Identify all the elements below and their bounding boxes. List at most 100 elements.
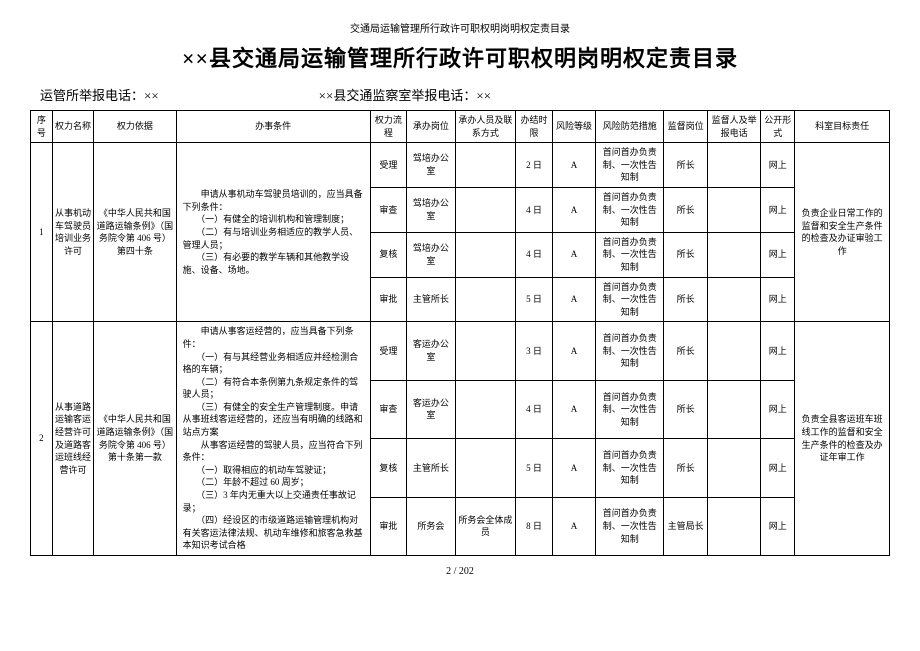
cell: 审批 (370, 277, 406, 322)
cell (707, 439, 760, 497)
page-number: 2 / 202 (30, 566, 890, 577)
cell (455, 277, 516, 322)
cell: 《中华人民共和国道路运输条例》（国务院令第 406 号）第四十条 (94, 143, 177, 322)
cell (707, 497, 760, 555)
cell: 网上 (761, 380, 795, 438)
cell (455, 380, 516, 438)
cell: 所长 (664, 187, 708, 232)
cell: 驾培办公室 (407, 187, 456, 232)
cell (455, 232, 516, 277)
h-open: 公开形式 (761, 111, 795, 143)
table-row: 1从事机动车驾驶员培训业务许可《中华人民共和国道路运输条例》（国务院令第 406… (31, 143, 890, 188)
cell: 复核 (370, 232, 406, 277)
cell: 网上 (761, 497, 795, 555)
cell: 首问首办负责制、一次性告知制 (596, 232, 664, 277)
permission-table: 序号 权力名称 权力依据 办事条件 权力流程 承办岗位 承办人员及联系方式 办结… (30, 110, 890, 556)
h-basis: 权力依据 (94, 111, 177, 143)
cell: 复核 (370, 439, 406, 497)
cell: 网上 (761, 439, 795, 497)
cell: A (552, 380, 596, 438)
cell: 所长 (664, 277, 708, 322)
page-header-small: 交通局运输管理所行政许可职权明岗明权定责目录 (30, 20, 890, 35)
cell: 2 (31, 322, 53, 556)
cell: 首问首办负责制、一次性告知制 (596, 187, 664, 232)
h-contact: 承办人员及联系方式 (455, 111, 516, 143)
cell: 首问首办负责制、一次性告知制 (596, 143, 664, 188)
h-meas: 风险防范措施 (596, 111, 664, 143)
cell: 负责全县客运班车班线工作的监督和安全生产条件的检查及办证年审工作 (795, 322, 890, 556)
h-cond: 办事条件 (176, 111, 370, 143)
cell: A (552, 232, 596, 277)
cell (707, 143, 760, 188)
cell: 首问首办负责制、一次性告知制 (596, 439, 664, 497)
cell: 审查 (370, 187, 406, 232)
cell: 主管所长 (407, 277, 456, 322)
h-risk: 风险等级 (552, 111, 596, 143)
cell: 受理 (370, 143, 406, 188)
cell (707, 277, 760, 322)
cell: 网上 (761, 143, 795, 188)
cell: A (552, 322, 596, 380)
phone2: ××县交通监察室举报电话：×× (319, 85, 491, 104)
cell: 首问首办负责制、一次性告知制 (596, 277, 664, 322)
cell: A (552, 187, 596, 232)
table-row: 2从事道路运输客运经营许可及道路客运班线经营许可《中华人民共和国道路运输条例》（… (31, 322, 890, 380)
cell: 所长 (664, 322, 708, 380)
cell: 审查 (370, 380, 406, 438)
main-title: ××县交通局运输管理所行政许可职权明岗明权定责目录 (30, 41, 890, 73)
cell: 1 (31, 143, 53, 322)
table-header-row: 序号 权力名称 权力依据 办事条件 权力流程 承办岗位 承办人员及联系方式 办结… (31, 111, 890, 143)
cell: 4 日 (516, 380, 552, 438)
phones-row: 运管所举报电话：×× ××县交通监察室举报电话：×× (30, 85, 890, 104)
h-target: 科室目标责任 (795, 111, 890, 143)
cell: 4 日 (516, 187, 552, 232)
cell: 从事机动车驾驶员培训业务许可 (52, 143, 93, 322)
cell (455, 439, 516, 497)
cell: 首问首办负责制、一次性告知制 (596, 497, 664, 555)
cell: 主管所长 (407, 439, 456, 497)
cell: 所务会全体成员 (455, 497, 516, 555)
cell (455, 187, 516, 232)
cell: 所长 (664, 439, 708, 497)
cell: 首问首办负责制、一次性告知制 (596, 380, 664, 438)
cell: 负责企业日常工作的监督和安全生产条件的检查及办证审验工作 (795, 143, 890, 322)
cell: 《中华人民共和国道路运输条例》（国务院令第 406 号）第十条第一款 (94, 322, 177, 556)
cell: 所长 (664, 232, 708, 277)
cell: 网上 (761, 187, 795, 232)
h-name: 权力名称 (52, 111, 93, 143)
cell: A (552, 497, 596, 555)
h-seq: 序号 (31, 111, 53, 143)
cell: 从事道路运输客运经营许可及道路客运班线经营许可 (52, 322, 93, 556)
cell (707, 322, 760, 380)
cell: 网上 (761, 322, 795, 380)
cell (707, 380, 760, 438)
cell: 驾培办公室 (407, 232, 456, 277)
cell (707, 187, 760, 232)
cell: 2 日 (516, 143, 552, 188)
cell: 网上 (761, 277, 795, 322)
phone1: 运管所举报电话：×× (40, 85, 159, 104)
cell (455, 143, 516, 188)
cell: A (552, 439, 596, 497)
cell: 所务会 (407, 497, 456, 555)
cell (707, 232, 760, 277)
h-spost: 监督岗位 (664, 111, 708, 143)
cell (455, 322, 516, 380)
cell: 受理 (370, 322, 406, 380)
cell: 所长 (664, 380, 708, 438)
cell: 首问首办负责制、一次性告知制 (596, 322, 664, 380)
cell: A (552, 277, 596, 322)
h-limit: 办结时限 (516, 111, 552, 143)
cell: 5 日 (516, 277, 552, 322)
h-flow: 权力流程 (370, 111, 406, 143)
cell: 申请从事客运经营的，应当具备下列条件： （一）有与其经营业务相适应并经检测合格的… (176, 322, 370, 556)
cell: 3 日 (516, 322, 552, 380)
cell: 审批 (370, 497, 406, 555)
cell: 5 日 (516, 439, 552, 497)
cell: 所长 (664, 143, 708, 188)
cell: 客运办公室 (407, 322, 456, 380)
cell: 主管局长 (664, 497, 708, 555)
cell: 客运办公室 (407, 380, 456, 438)
h-post: 承办岗位 (407, 111, 456, 143)
cell: A (552, 143, 596, 188)
